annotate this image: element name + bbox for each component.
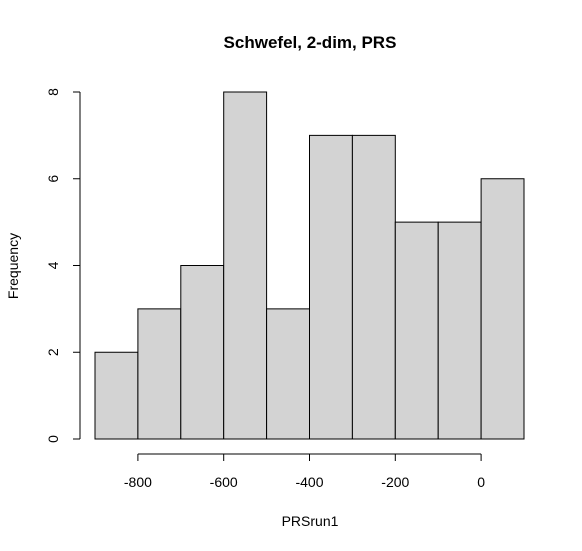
histogram-bar bbox=[437, 221, 482, 440]
histogram-bar bbox=[480, 178, 525, 440]
histogram-bar bbox=[94, 351, 139, 440]
y-tick-label: 8 bbox=[45, 88, 61, 96]
y-tick-label: 0 bbox=[45, 435, 61, 443]
y-axis: 0 2 4 6 8 bbox=[45, 88, 81, 443]
x-tick-label: -600 bbox=[210, 474, 238, 490]
histogram-bar bbox=[223, 91, 268, 440]
histogram-bar bbox=[266, 308, 311, 440]
histogram-bar bbox=[180, 265, 225, 440]
chart-title: Schwefel, 2-dim, PRS bbox=[224, 33, 397, 52]
y-tick-label: 4 bbox=[45, 261, 61, 269]
x-axis: -800 -600 -400 -200 0 bbox=[124, 453, 485, 490]
bars-group bbox=[94, 91, 525, 440]
y-tick-label: 2 bbox=[45, 348, 61, 356]
y-axis-label: Frequency bbox=[5, 233, 21, 299]
x-tick-label: 0 bbox=[477, 474, 485, 490]
histogram-bar bbox=[351, 134, 396, 440]
histogram-bar bbox=[394, 221, 439, 440]
x-tick-label: -200 bbox=[381, 474, 409, 490]
x-axis-label: PRSrun1 bbox=[282, 513, 339, 529]
histogram-bar bbox=[137, 308, 182, 440]
x-tick-label: -400 bbox=[295, 474, 323, 490]
histogram-bar bbox=[309, 134, 353, 440]
x-tick-label: -800 bbox=[124, 474, 152, 490]
y-tick-label: 6 bbox=[45, 175, 61, 183]
